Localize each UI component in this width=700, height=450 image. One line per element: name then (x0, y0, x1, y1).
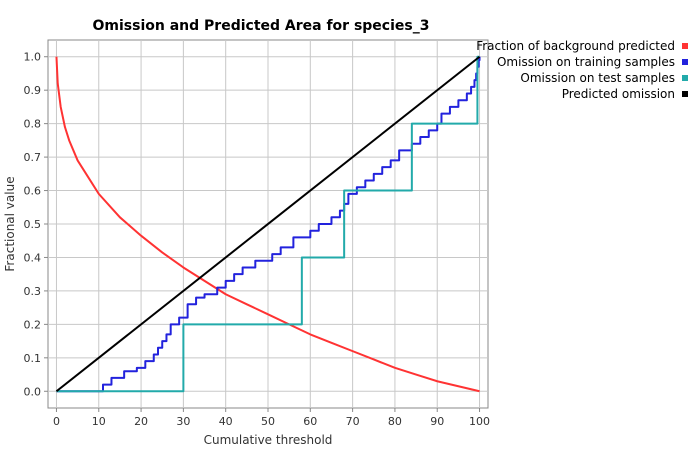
y-tick-label: 0.1 (24, 352, 42, 365)
y-tick-label: 0.0 (24, 385, 42, 398)
x-tick-label: 40 (219, 415, 233, 428)
x-tick-label: 10 (92, 415, 106, 428)
series-line-predicted-omission (55, 55, 481, 393)
x-tick-label: 0 (53, 415, 60, 428)
y-tick-label: 0.3 (24, 285, 42, 298)
x-tick-label: 20 (134, 415, 148, 428)
axis-ticks: 0 10 20 30 40 50 60 70 80 90 100 0.0 0.1 0.2 0.3 0.4 0.5… (24, 51, 491, 428)
series-line-fraction-of-background-predicted (55, 56, 480, 393)
legend-label: Predicted omission (562, 87, 675, 101)
legend-label: Omission on training samples (497, 55, 675, 69)
legend-swatch (682, 43, 688, 49)
grid (48, 40, 488, 408)
y-axis-label: Fractional value (3, 176, 17, 271)
x-tick-label: 70 (346, 415, 360, 428)
series-line-omission-on-training-samples (56, 56, 481, 393)
legend-swatch (682, 75, 688, 81)
legend-swatch (682, 59, 688, 65)
legend-label: Omission on test samples (520, 71, 675, 85)
y-tick-label: 0.9 (24, 84, 42, 97)
x-tick-label: 80 (388, 415, 402, 428)
x-tick-label: 90 (430, 415, 444, 428)
y-tick-label: 1.0 (24, 51, 42, 64)
series-lines (55, 55, 481, 393)
legend-label: Fraction of background predicted (476, 39, 675, 53)
x-tick-label: 50 (261, 415, 275, 428)
y-tick-label: 0.4 (24, 251, 42, 264)
y-tick-label: 0.2 (24, 318, 42, 331)
y-tick-label: 0.6 (24, 185, 42, 198)
y-tick-label: 0.7 (24, 151, 42, 164)
legend: Fraction of background predicted Omission… (476, 39, 688, 101)
x-axis-label: Cumulative threshold (204, 433, 333, 447)
legend-swatch (682, 91, 688, 97)
x-tick-label: 30 (176, 415, 190, 428)
x-tick-label: 60 (303, 415, 317, 428)
y-tick-label: 0.5 (24, 218, 42, 231)
y-tick-label: 0.8 (24, 118, 42, 131)
series-line-omission-on-test-samples (56, 55, 480, 393)
x-tick-label: 100 (469, 415, 490, 428)
chart-title: Omission and Predicted Area for species_… (93, 18, 430, 34)
